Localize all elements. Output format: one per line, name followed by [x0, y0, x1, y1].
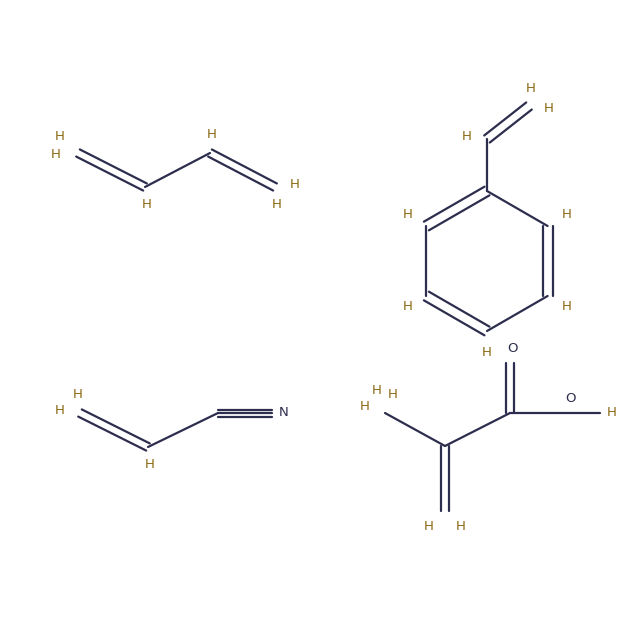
Text: H: H: [372, 384, 382, 398]
Text: H: H: [402, 208, 412, 221]
Text: H: H: [424, 521, 434, 533]
Text: H: H: [456, 521, 466, 533]
Text: H: H: [142, 199, 152, 211]
Text: H: H: [145, 459, 155, 471]
Text: H: H: [462, 131, 472, 143]
Text: H: H: [290, 179, 300, 191]
Text: H: H: [402, 300, 412, 314]
Text: H: H: [482, 346, 492, 360]
Text: N: N: [279, 406, 289, 420]
Text: O: O: [565, 392, 575, 406]
Text: H: H: [388, 389, 398, 401]
Text: H: H: [51, 148, 61, 162]
Text: H: H: [207, 129, 217, 141]
Text: H: H: [562, 208, 572, 221]
Text: H: H: [526, 81, 536, 95]
Text: H: H: [55, 131, 65, 143]
Text: H: H: [55, 404, 65, 418]
Text: H: H: [360, 401, 370, 413]
Text: H: H: [73, 389, 83, 401]
Text: H: H: [607, 406, 617, 420]
Text: H: H: [544, 102, 554, 114]
Text: H: H: [562, 300, 572, 314]
Text: H: H: [272, 199, 282, 211]
Text: O: O: [507, 343, 517, 355]
